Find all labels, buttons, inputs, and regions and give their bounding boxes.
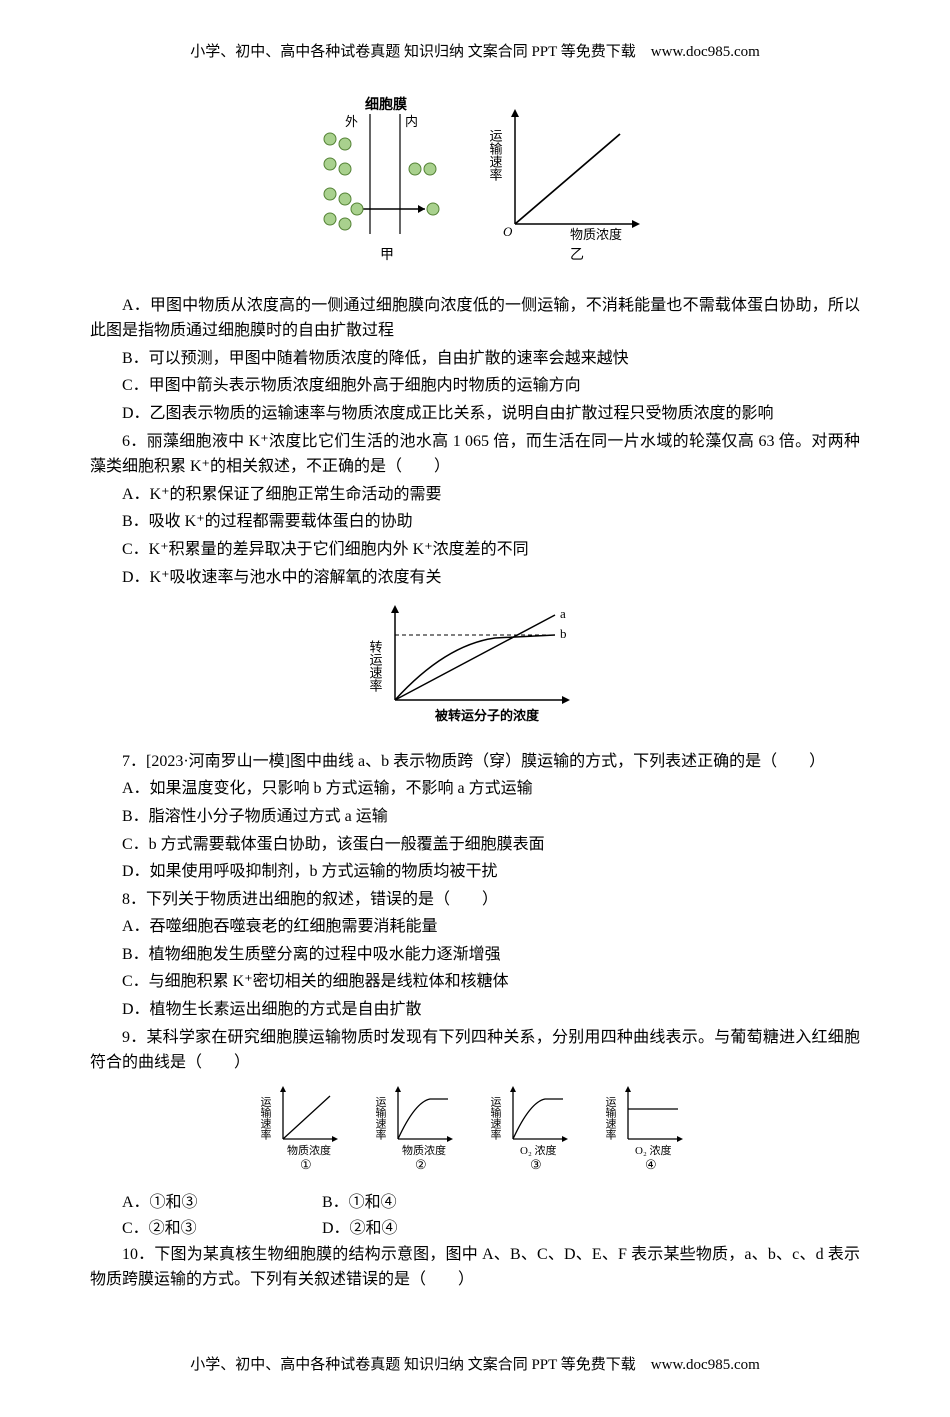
q7-option-d: D．如果使用呼吸抑制剂，b 方式运输的物质均被干扰 xyxy=(90,859,860,885)
q9-option-d: D．②和④ xyxy=(322,1216,522,1242)
svg-text:③: ③ xyxy=(530,1157,542,1172)
page-header: 小学、初中、高中各种试卷真题 知识归纳 文案合同 PPT 等免费下载 www.d… xyxy=(90,40,860,64)
q7-stem: 7．[2023·河南罗山一模]图中曲线 a、b 表示物质跨（穿）膜运输的方式，下… xyxy=(90,749,860,775)
svg-text:运输速率: 运输速率 xyxy=(259,1096,272,1141)
svg-text:④: ④ xyxy=(645,1157,657,1172)
caption-yi: 乙 xyxy=(570,247,584,263)
q8-option-d: D．植物生长素运出细胞的方式是自由扩散 xyxy=(90,997,860,1023)
q5-option-d: D．乙图表示物质的运输速率与物质浓度成正比关系，说明自由扩散过程只受物质浓度的影… xyxy=(90,401,860,427)
x-axis-label: 物质浓度 xyxy=(570,227,622,242)
q6-option-b: B．吸收 K⁺的过程都需要载体蛋白的协助 xyxy=(90,509,860,535)
q5-option-b: B．可以预测，甲图中随着物质浓度的降低，自由扩散的速率会越来越快 xyxy=(90,346,860,372)
q5-option-c: C．甲图中箭头表示物质浓度细胞外高于细胞内时物质的运输方向 xyxy=(90,373,860,399)
x-label-transport: 被转运分子的浓度 xyxy=(434,708,540,723)
q9-options-row1: A．①和③ B．①和④ xyxy=(122,1190,860,1216)
svg-text:运输速率: 运输速率 xyxy=(489,1096,502,1141)
axis-origin: O xyxy=(503,224,513,239)
svg-text:O₂ 浓度: O₂ 浓度 xyxy=(635,1143,672,1157)
figure-transport-curves: a b 转运速率 被转运分子的浓度 xyxy=(90,600,860,739)
q9-option-b: B．①和④ xyxy=(322,1190,522,1216)
caption-jia: 甲 xyxy=(380,248,394,263)
q9-stem: 9．某科学家在研究细胞膜运输物质时发现有下列四种关系，分别用四种曲线表示。与葡萄… xyxy=(90,1025,860,1076)
svg-text:物质浓度: 物质浓度 xyxy=(402,1143,446,1157)
q7-option-b: B．脂溶性小分子物质通过方式 a 运输 xyxy=(90,804,860,830)
q5-option-a: A．甲图中物质从浓度高的一侧通过细胞膜向浓度低的一侧运输，不消耗能量也不需载体蛋… xyxy=(90,293,860,344)
membrane-title: 细胞膜 xyxy=(365,96,407,113)
label-a: a xyxy=(560,606,566,621)
q8-option-c: C．与细胞积累 K⁺密切相关的细胞器是线粒体和核糖体 xyxy=(90,969,860,995)
q6-option-d: D．K⁺吸收速率与池水中的溶解氧的浓度有关 xyxy=(90,565,860,591)
q6-option-c: C．K⁺积累量的差异取决于它们细胞内外 K⁺浓度差的不同 xyxy=(90,537,860,563)
q10-stem: 10．下图为某真核生物细胞膜的结构示意图，图中 A、B、C、D、E、F 表示某些… xyxy=(90,1242,860,1293)
q9-options-row2: C．②和③ D．②和④ xyxy=(122,1216,860,1242)
q6-stem: 6．丽藻细胞液中 K⁺浓度比它们生活的池水高 1 065 倍，而生活在同一片水域… xyxy=(90,429,860,480)
svg-text:物质浓度: 物质浓度 xyxy=(287,1143,331,1157)
y-axis-label: 运输速率 xyxy=(488,129,503,181)
svg-text:②: ② xyxy=(415,1157,427,1172)
svg-text:运输速率: 运输速率 xyxy=(604,1096,617,1141)
svg-text:①: ① xyxy=(300,1157,312,1172)
svg-text:运输速率: 运输速率 xyxy=(374,1096,387,1141)
q8-option-b: B．植物细胞发生质壁分离的过程中吸水能力逐渐增强 xyxy=(90,942,860,968)
svg-text:O₂ 浓度: O₂ 浓度 xyxy=(520,1143,557,1157)
q6-option-a: A．K⁺的积累保证了细胞正常生命活动的需要 xyxy=(90,482,860,508)
q9-option-c: C．②和③ xyxy=(122,1216,322,1242)
label-outside: 外 xyxy=(345,114,358,129)
q7-option-c: C．b 方式需要载体蛋白协助，该蛋白一般覆盖于细胞膜表面 xyxy=(90,832,860,858)
q8-stem: 8．下列关于物质进出细胞的叙述，错误的是（ ） xyxy=(90,887,860,913)
mini-charts-row: 运输速率 物质浓度 ① 运输速率 物质浓度 ② 运输速率 O₂ 浓度 ③ 运输速… xyxy=(90,1084,860,1183)
y-label-transport: 转运速率 xyxy=(368,640,383,692)
label-inside: 内 xyxy=(405,114,418,129)
q7-option-a: A．如果温度变化，只影响 b 方式运输，不影响 a 方式运输 xyxy=(90,776,860,802)
page-footer: 小学、初中、高中各种试卷真题 知识归纳 文案合同 PPT 等免费下载 www.d… xyxy=(90,1353,860,1377)
q9-option-a: A．①和③ xyxy=(122,1190,322,1216)
figure-membrane-graph: 细胞膜 外 内 甲 O xyxy=(90,94,860,283)
q8-option-a: A．吞噬细胞吞噬衰老的红细胞需要消耗能量 xyxy=(90,914,860,940)
label-b: b xyxy=(560,626,567,641)
